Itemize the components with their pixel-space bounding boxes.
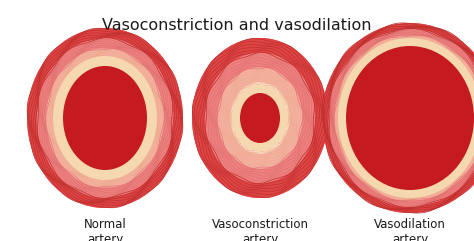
- Ellipse shape: [346, 46, 474, 190]
- Ellipse shape: [27, 28, 183, 208]
- Ellipse shape: [224, 75, 296, 161]
- Ellipse shape: [328, 29, 474, 207]
- Text: Normal
artery: Normal artery: [83, 218, 127, 241]
- Ellipse shape: [201, 49, 319, 187]
- Ellipse shape: [227, 78, 293, 158]
- Ellipse shape: [322, 23, 474, 213]
- Ellipse shape: [46, 48, 164, 188]
- Ellipse shape: [338, 38, 474, 198]
- Ellipse shape: [339, 40, 474, 196]
- Ellipse shape: [44, 46, 166, 190]
- Ellipse shape: [29, 31, 181, 206]
- Ellipse shape: [214, 64, 306, 172]
- Ellipse shape: [39, 41, 171, 195]
- Ellipse shape: [208, 56, 312, 180]
- Ellipse shape: [237, 89, 283, 147]
- Ellipse shape: [346, 46, 474, 190]
- Ellipse shape: [232, 85, 288, 151]
- Ellipse shape: [341, 41, 474, 194]
- Ellipse shape: [335, 35, 474, 201]
- Ellipse shape: [53, 56, 157, 180]
- Ellipse shape: [63, 66, 147, 170]
- Ellipse shape: [343, 43, 474, 193]
- Ellipse shape: [36, 38, 173, 198]
- Ellipse shape: [333, 34, 474, 202]
- Ellipse shape: [234, 86, 286, 150]
- Ellipse shape: [34, 36, 176, 201]
- Ellipse shape: [322, 23, 474, 213]
- Ellipse shape: [205, 53, 315, 183]
- Ellipse shape: [58, 61, 152, 175]
- Ellipse shape: [338, 38, 474, 198]
- Ellipse shape: [192, 38, 328, 198]
- Ellipse shape: [240, 93, 280, 143]
- Ellipse shape: [345, 45, 474, 192]
- Ellipse shape: [337, 37, 474, 199]
- Ellipse shape: [61, 63, 149, 173]
- Text: Vasoconstriction
artery: Vasoconstriction artery: [211, 218, 309, 241]
- Ellipse shape: [63, 66, 147, 170]
- Ellipse shape: [325, 26, 474, 210]
- Ellipse shape: [192, 38, 328, 198]
- Ellipse shape: [230, 82, 290, 154]
- Ellipse shape: [54, 56, 156, 180]
- Ellipse shape: [49, 51, 162, 185]
- Ellipse shape: [199, 45, 321, 191]
- Ellipse shape: [51, 53, 159, 183]
- Text: Vasoconstriction and vasodilation: Vasoconstriction and vasodilation: [102, 18, 372, 33]
- Ellipse shape: [41, 43, 169, 193]
- Ellipse shape: [211, 60, 309, 176]
- Ellipse shape: [330, 31, 474, 205]
- Ellipse shape: [56, 58, 154, 178]
- Ellipse shape: [32, 33, 178, 203]
- Ellipse shape: [324, 25, 474, 211]
- Ellipse shape: [221, 71, 299, 165]
- Ellipse shape: [240, 93, 280, 143]
- Ellipse shape: [327, 28, 474, 208]
- Ellipse shape: [195, 42, 325, 194]
- Ellipse shape: [27, 28, 183, 208]
- Ellipse shape: [332, 32, 474, 204]
- Ellipse shape: [218, 67, 302, 169]
- Text: Vasodilation
artery: Vasodilation artery: [374, 218, 446, 241]
